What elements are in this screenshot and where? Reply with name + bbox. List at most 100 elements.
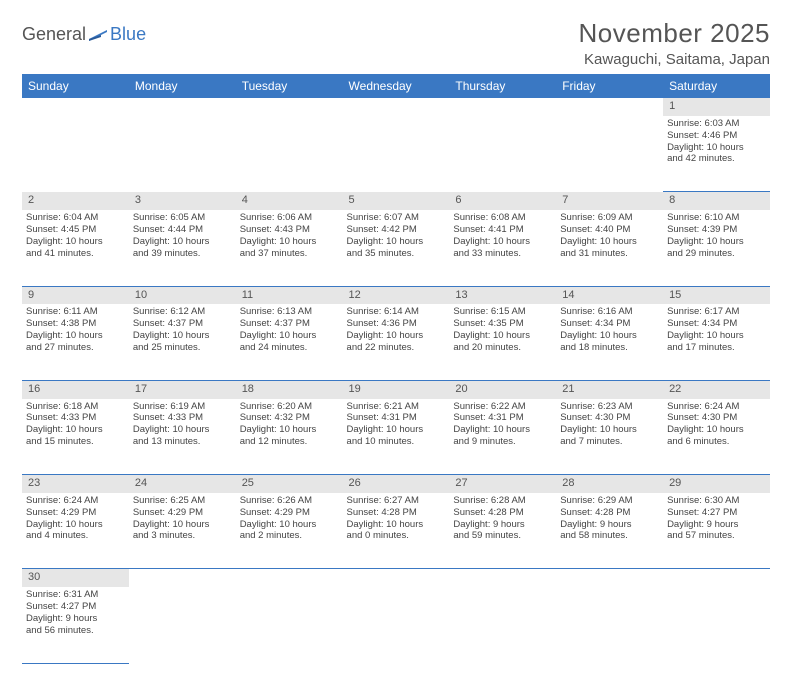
day-number-row: 16171819202122: [22, 380, 770, 398]
daylight-text-1: Daylight: 10 hours: [560, 236, 659, 248]
sunrise-text: Sunrise: 6:06 AM: [240, 212, 339, 224]
sunset-text: Sunset: 4:46 PM: [667, 130, 766, 142]
sunrise-text: Sunrise: 6:03 AM: [667, 118, 766, 130]
daylight-text-1: Daylight: 10 hours: [347, 519, 446, 531]
day-cell: [343, 116, 450, 192]
day-number-cell: [129, 98, 236, 116]
daylight-text-2: and 37 minutes.: [240, 248, 339, 260]
daylight-text-1: Daylight: 10 hours: [453, 330, 552, 342]
day-number-cell: [556, 98, 663, 116]
day-number-cell: 22: [663, 380, 770, 398]
sunrise-text: Sunrise: 6:22 AM: [453, 401, 552, 413]
day-number-cell: [129, 569, 236, 587]
day-number-cell: 20: [449, 380, 556, 398]
day-number-cell: 21: [556, 380, 663, 398]
day-cell: Sunrise: 6:30 AMSunset: 4:27 PMDaylight:…: [663, 493, 770, 569]
day-cell: Sunrise: 6:25 AMSunset: 4:29 PMDaylight:…: [129, 493, 236, 569]
sunrise-text: Sunrise: 6:09 AM: [560, 212, 659, 224]
sunrise-text: Sunrise: 6:30 AM: [667, 495, 766, 507]
sunrise-text: Sunrise: 6:27 AM: [347, 495, 446, 507]
sunrise-text: Sunrise: 6:05 AM: [133, 212, 232, 224]
sunset-text: Sunset: 4:39 PM: [667, 224, 766, 236]
day-number-cell: 3: [129, 192, 236, 210]
daylight-text-2: and 25 minutes.: [133, 342, 232, 354]
daylight-text-2: and 39 minutes.: [133, 248, 232, 260]
sunset-text: Sunset: 4:37 PM: [133, 318, 232, 330]
daylight-text-1: Daylight: 9 hours: [560, 519, 659, 531]
daylight-text-1: Daylight: 10 hours: [453, 424, 552, 436]
day-cell: Sunrise: 6:10 AMSunset: 4:39 PMDaylight:…: [663, 210, 770, 286]
day-number-cell: [236, 98, 343, 116]
sunrise-text: Sunrise: 6:08 AM: [453, 212, 552, 224]
daylight-text-1: Daylight: 10 hours: [347, 330, 446, 342]
day-cell: Sunrise: 6:09 AMSunset: 4:40 PMDaylight:…: [556, 210, 663, 286]
sunrise-text: Sunrise: 6:17 AM: [667, 306, 766, 318]
daylight-text-2: and 4 minutes.: [26, 530, 125, 542]
sunset-text: Sunset: 4:42 PM: [347, 224, 446, 236]
sunset-text: Sunset: 4:28 PM: [453, 507, 552, 519]
sunset-text: Sunset: 4:29 PM: [133, 507, 232, 519]
day-number-cell: [449, 569, 556, 587]
sunset-text: Sunset: 4:36 PM: [347, 318, 446, 330]
sunrise-text: Sunrise: 6:13 AM: [240, 306, 339, 318]
day-cell: Sunrise: 6:14 AMSunset: 4:36 PMDaylight:…: [343, 304, 450, 380]
day-cell: [556, 116, 663, 192]
day-number-cell: 24: [129, 475, 236, 493]
sunset-text: Sunset: 4:30 PM: [667, 412, 766, 424]
location: Kawaguchi, Saitama, Japan: [579, 51, 771, 68]
day-cell: Sunrise: 6:29 AMSunset: 4:28 PMDaylight:…: [556, 493, 663, 569]
day-number-cell: 2: [22, 192, 129, 210]
day-cell: Sunrise: 6:11 AMSunset: 4:38 PMDaylight:…: [22, 304, 129, 380]
daylight-text-2: and 0 minutes.: [347, 530, 446, 542]
daylight-text-1: Daylight: 9 hours: [667, 519, 766, 531]
day-number-cell: 29: [663, 475, 770, 493]
sunrise-text: Sunrise: 6:16 AM: [560, 306, 659, 318]
sunrise-text: Sunrise: 6:20 AM: [240, 401, 339, 413]
day-cell: Sunrise: 6:04 AMSunset: 4:45 PMDaylight:…: [22, 210, 129, 286]
day-cell: [449, 116, 556, 192]
daylight-text-1: Daylight: 9 hours: [26, 613, 125, 625]
day-cell: Sunrise: 6:05 AMSunset: 4:44 PMDaylight:…: [129, 210, 236, 286]
day-number-cell: 17: [129, 380, 236, 398]
sunrise-text: Sunrise: 6:29 AM: [560, 495, 659, 507]
sunrise-text: Sunrise: 6:19 AM: [133, 401, 232, 413]
daylight-text-2: and 18 minutes.: [560, 342, 659, 354]
day-number-cell: 18: [236, 380, 343, 398]
sunrise-text: Sunrise: 6:24 AM: [667, 401, 766, 413]
day-cell: Sunrise: 6:31 AMSunset: 4:27 PMDaylight:…: [22, 587, 129, 663]
day-number-cell: 8: [663, 192, 770, 210]
day-number-cell: 15: [663, 286, 770, 304]
daylight-text-2: and 13 minutes.: [133, 436, 232, 448]
weekday-header: Saturday: [663, 74, 770, 98]
daylight-text-2: and 20 minutes.: [453, 342, 552, 354]
daylight-text-1: Daylight: 10 hours: [26, 236, 125, 248]
sunset-text: Sunset: 4:28 PM: [347, 507, 446, 519]
day-number-cell: 5: [343, 192, 450, 210]
daylight-text-2: and 15 minutes.: [26, 436, 125, 448]
day-number-cell: 16: [22, 380, 129, 398]
day-number-cell: 19: [343, 380, 450, 398]
sunset-text: Sunset: 4:43 PM: [240, 224, 339, 236]
sunset-text: Sunset: 4:37 PM: [240, 318, 339, 330]
day-cell: Sunrise: 6:24 AMSunset: 4:29 PMDaylight:…: [22, 493, 129, 569]
daylight-text-1: Daylight: 10 hours: [347, 236, 446, 248]
daylight-text-2: and 3 minutes.: [133, 530, 232, 542]
weekday-header: Wednesday: [343, 74, 450, 98]
daylight-text-1: Daylight: 10 hours: [240, 519, 339, 531]
sunset-text: Sunset: 4:30 PM: [560, 412, 659, 424]
daylight-text-2: and 2 minutes.: [240, 530, 339, 542]
daylight-text-2: and 56 minutes.: [26, 625, 125, 637]
day-number-cell: [663, 569, 770, 587]
month-title: November 2025: [579, 18, 771, 49]
sunrise-text: Sunrise: 6:15 AM: [453, 306, 552, 318]
sunset-text: Sunset: 4:45 PM: [26, 224, 125, 236]
day-number-cell: 23: [22, 475, 129, 493]
logo-text-1: General: [22, 24, 86, 45]
day-cell: Sunrise: 6:27 AMSunset: 4:28 PMDaylight:…: [343, 493, 450, 569]
day-cell: Sunrise: 6:06 AMSunset: 4:43 PMDaylight:…: [236, 210, 343, 286]
daylight-text-2: and 22 minutes.: [347, 342, 446, 354]
day-number-cell: 12: [343, 286, 450, 304]
day-cell: Sunrise: 6:12 AMSunset: 4:37 PMDaylight:…: [129, 304, 236, 380]
sunrise-text: Sunrise: 6:28 AM: [453, 495, 552, 507]
sunrise-text: Sunrise: 6:21 AM: [347, 401, 446, 413]
